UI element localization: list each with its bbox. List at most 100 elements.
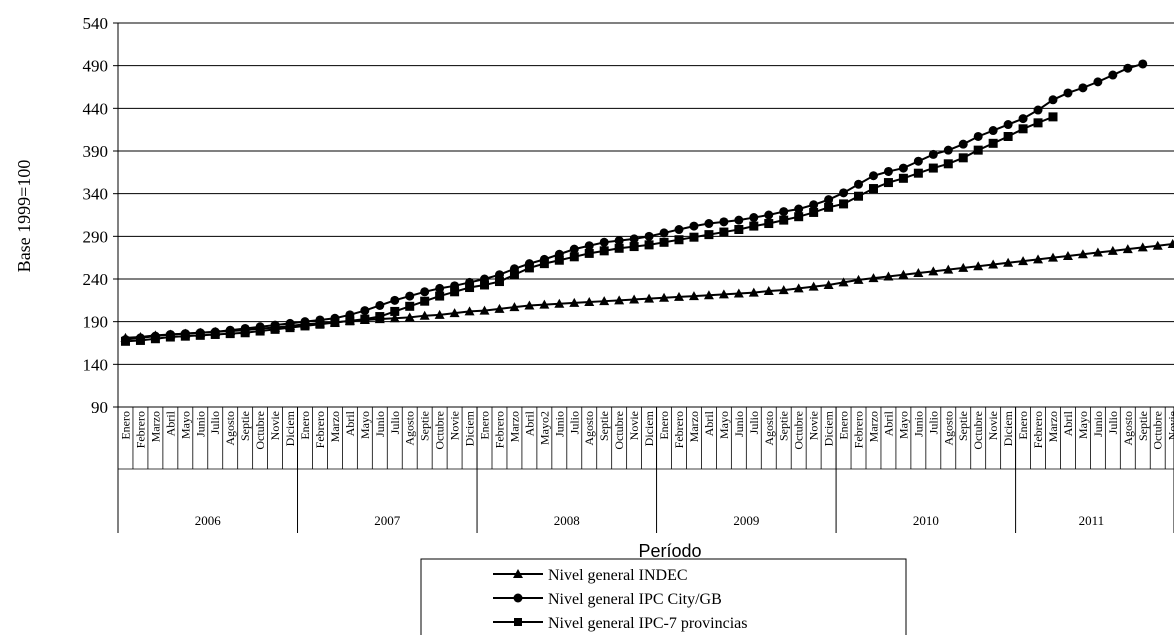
data-point-triangle [823,279,834,289]
data-point-circle [494,270,504,280]
data-point-circle [689,221,699,231]
x-tick-label: Diciem [822,410,836,446]
data-point-triangle [554,298,565,308]
x-tick-label: Septie [418,411,432,441]
data-point-circle [420,287,430,297]
data-point-circle [854,179,864,189]
data-point-triangle [584,297,595,307]
data-point-triangle [1152,240,1163,250]
data-point-square [898,173,908,183]
x-tick-label: Septie [238,411,252,441]
x-axis-label: Período [638,541,701,561]
series-lines [120,59,1174,346]
x-tick-label: Diciem [642,410,656,446]
data-point-triangle [1077,249,1088,259]
x-tick-label: Novie [807,411,821,440]
x-tick-label: Marzo [866,411,880,442]
data-point-square [360,314,370,324]
x-tick-label: Julio [1106,411,1120,434]
data-point-circle [659,228,669,238]
data-point-triangle [913,268,924,278]
data-point-circle [943,145,953,155]
data-point-square [165,332,175,342]
data-point-triangle [434,309,445,319]
data-point-triangle [718,289,729,299]
data-point-triangle [703,290,714,300]
data-point-circle [1108,70,1118,80]
x-tick-label: Diciem [283,410,297,446]
data-point-triangle [943,264,954,274]
y-axis-label: Base 1999=100 [14,160,34,273]
x-tick-label: Julio [567,411,581,434]
x-tick-label: Mayo [717,411,731,439]
data-point-circle [839,188,849,198]
x-tick-label: Junio [552,411,566,437]
year-label: 2008 [554,513,580,528]
y-tick-label: 140 [83,355,109,374]
data-point-triangle [808,281,819,291]
data-point-triangle [928,266,939,276]
legend-entry-7-provincias: Nivel general IPC-7 provincias [493,615,748,632]
data-point-circle [824,195,834,205]
x-tick-label: Marzo [507,411,521,442]
year-label: 2011 [1079,513,1105,528]
x-tick-label: Marzo [328,411,342,442]
data-point-square [405,301,415,311]
x-tick-label: Enero [118,411,132,440]
x-tick-label: Septie [597,411,611,441]
data-point-triangle [659,292,670,302]
y-tick-label: 490 [83,57,109,76]
year-label: 2007 [374,513,401,528]
data-point-triangle [464,306,475,316]
data-point-circle [973,131,983,141]
x-tick-label: Junio [373,411,387,437]
year-label: 2006 [195,513,222,528]
legend-label-indec: Nivel general INDEC [548,567,688,584]
data-point-square [300,321,310,331]
data-point-triangle [644,293,655,303]
x-tick-label: Junio [911,411,925,437]
data-point-square [958,153,968,163]
x-tick-label: Marzo [148,411,162,442]
data-point-square [764,219,774,229]
data-point-triangle [1003,257,1014,267]
x-tick-label: Octubre [612,411,626,450]
data-point-square [659,237,669,247]
data-point-square [180,331,190,341]
data-point-square [913,168,923,178]
x-tick-label: Febrero [852,411,866,448]
y-tick-label: 390 [83,142,109,161]
data-point-triangle [973,261,984,271]
x-tick-label: Novie [448,411,462,440]
data-point-circle [958,139,968,149]
data-point-triangle [958,262,969,272]
gridlines [118,22,1174,365]
x-tick-labels: Enero Febrero Marzo Abril Mayo Junio Julio Agos… [118,410,1174,528]
data-point-square [285,323,295,333]
data-point-circle [405,291,415,301]
x-tick-label: Febrero [1031,411,1045,448]
data-point-triangle [853,274,864,284]
data-point-square [779,215,789,225]
data-point-circle [868,171,878,181]
data-point-triangle [838,277,849,287]
data-point-circle [988,126,998,136]
x-tick-label: Mayo2 [537,411,551,445]
x-tick-label: Mayo [896,411,910,439]
data-point-triangle [763,285,774,295]
x-tick-label: Diciem [1001,410,1015,446]
data-point-triangle [614,295,625,305]
data-point-triangle [389,313,400,323]
data-point-square [689,232,699,242]
data-point-square [135,335,145,345]
legend-label-city-gb: Nivel general IPC City/GB [548,591,722,608]
data-point-circle [674,225,684,235]
legend-triangle-marker [513,569,523,578]
data-point-circle [719,217,729,227]
x-tick-label: Abril [702,410,716,436]
data-point-square [390,306,400,316]
x-tick-label: Enero [837,411,851,440]
data-point-circle [360,306,370,316]
data-point-square [195,330,205,340]
data-point-square [345,316,355,326]
